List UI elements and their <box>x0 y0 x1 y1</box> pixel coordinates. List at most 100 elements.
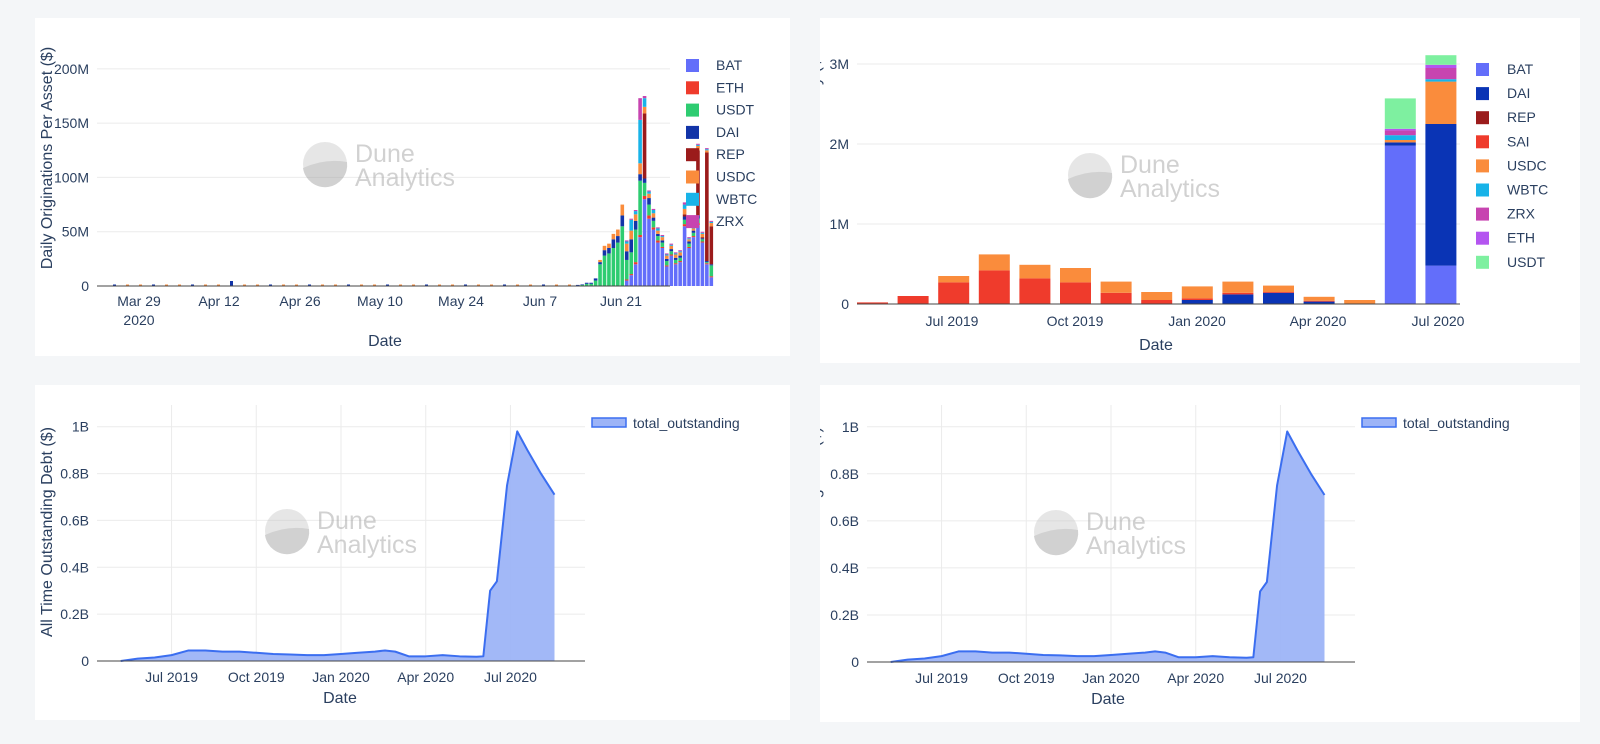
bar-usdc[interactable] <box>620 204 625 216</box>
bar-bat[interactable] <box>1425 265 1457 304</box>
bar-bat[interactable] <box>629 275 633 286</box>
bar-usdt[interactable] <box>607 253 611 286</box>
bar-usdc[interactable] <box>602 245 607 251</box>
bar-bat[interactable] <box>665 266 669 286</box>
bar-usdc[interactable] <box>1019 264 1051 279</box>
bar-wbtc[interactable] <box>665 254 669 256</box>
bar-usdt[interactable] <box>584 283 589 286</box>
bar-dai[interactable] <box>709 264 714 266</box>
bar-usdt[interactable] <box>624 259 629 280</box>
bar-usdc[interactable] <box>691 228 696 231</box>
bar-usdt[interactable] <box>598 264 602 286</box>
bar-usdc[interactable] <box>665 255 669 259</box>
bar-usdc[interactable] <box>696 145 700 151</box>
bar-usdt[interactable] <box>673 259 678 264</box>
bar-small[interactable] <box>308 284 311 287</box>
bar-small[interactable] <box>243 284 246 287</box>
bar-dai[interactable] <box>651 217 656 221</box>
bar-eth[interactable] <box>687 246 691 248</box>
bar-small[interactable] <box>373 284 376 287</box>
bar-bat[interactable] <box>669 255 674 286</box>
bar-usdc[interactable] <box>638 163 642 175</box>
bar-usdt[interactable] <box>593 280 598 286</box>
bar-usdc[interactable] <box>705 150 709 153</box>
bar-zrx[interactable] <box>660 234 665 237</box>
bar-dai[interactable] <box>1384 142 1416 146</box>
bar-eth[interactable] <box>709 276 714 278</box>
bar-zrx[interactable] <box>642 96 647 99</box>
series-line-total-outstanding[interactable] <box>890 430 1326 663</box>
bar-eth[interactable] <box>705 263 709 265</box>
bar-usdc[interactable] <box>1141 292 1173 300</box>
bar-eth[interactable] <box>660 246 665 248</box>
bar-wbtc[interactable] <box>656 228 660 231</box>
bar-small[interactable] <box>386 284 389 287</box>
bar-usdt[interactable] <box>589 283 593 286</box>
bar-zrx[interactable] <box>665 253 669 255</box>
bar-small[interactable] <box>282 284 285 287</box>
legend-label-wbtc[interactable]: WBTC <box>716 191 757 207</box>
bar-zrx[interactable] <box>678 250 682 252</box>
bar-usdc[interactable] <box>647 193 651 199</box>
bar-usdc[interactable] <box>1100 281 1132 293</box>
bar-rep[interactable] <box>700 237 705 239</box>
bar-wbtc[interactable] <box>678 251 682 253</box>
legend-label-total-outstanding[interactable]: total_outstanding <box>1403 415 1510 431</box>
bar-bat[interactable] <box>651 229 656 286</box>
bar-dai[interactable] <box>705 261 709 263</box>
bar-bat[interactable] <box>647 218 651 286</box>
bar-usdc[interactable] <box>629 230 633 240</box>
bar-small[interactable] <box>191 284 194 287</box>
legend-label-total-outstanding[interactable]: total_outstanding <box>633 415 740 431</box>
bar-zrx[interactable] <box>1425 68 1457 80</box>
bar-small[interactable] <box>529 284 532 287</box>
legend-label-sai[interactable]: SAI <box>1507 133 1530 149</box>
legend-swatch-total-outstanding[interactable] <box>1361 417 1397 428</box>
bar-dai[interactable] <box>638 174 642 181</box>
bar-bat[interactable] <box>660 248 665 286</box>
bar-usdc[interactable] <box>624 243 629 252</box>
bar-usdc[interactable] <box>1060 268 1091 283</box>
bar-usdc[interactable] <box>1222 281 1254 293</box>
bar-usdt[interactable] <box>620 226 625 286</box>
legend-label-usdc[interactable]: USDC <box>1507 157 1547 173</box>
bar-eth[interactable] <box>691 236 696 238</box>
legend-label-dai[interactable]: DAI <box>716 124 739 140</box>
bar-dai[interactable] <box>616 236 620 243</box>
bar-wbtc[interactable] <box>647 191 651 194</box>
bar-dai[interactable] <box>633 220 638 230</box>
legend-swatch-dai[interactable] <box>686 125 699 139</box>
bar-usdc[interactable] <box>1263 285 1294 292</box>
legend-swatch-usdt[interactable] <box>686 103 699 117</box>
bar-wbtc[interactable] <box>687 238 691 240</box>
bar-zrx[interactable] <box>669 243 674 245</box>
bar-usdc[interactable] <box>938 276 970 283</box>
bar-usdt[interactable] <box>602 255 607 286</box>
bar-sai[interactable] <box>1222 292 1254 295</box>
bar-zrx[interactable] <box>709 220 714 222</box>
legend-swatch-wbtc[interactable] <box>1476 183 1489 197</box>
bar-usdt[interactable] <box>687 243 691 247</box>
bar-small[interactable] <box>204 284 207 287</box>
legend-swatch-eth[interactable] <box>1476 231 1489 245</box>
bar-small[interactable] <box>503 284 506 287</box>
bar-small[interactable] <box>464 284 467 287</box>
bar-bat[interactable] <box>656 242 660 286</box>
bar-sai[interactable] <box>1141 300 1173 304</box>
bar-eth[interactable] <box>647 215 651 219</box>
bar-dai[interactable] <box>589 282 593 284</box>
bar-usdt[interactable] <box>651 220 656 228</box>
bar-usdt[interactable] <box>656 236 660 241</box>
bar-wbtc[interactable] <box>705 149 709 151</box>
bar-small[interactable] <box>490 284 493 287</box>
bar-rep[interactable] <box>682 214 687 217</box>
bar-dai[interactable] <box>1222 294 1254 304</box>
bar-dai[interactable] <box>673 257 678 260</box>
bar-small[interactable] <box>334 284 337 287</box>
bar-wbtc[interactable] <box>700 232 705 234</box>
bar-dai[interactable] <box>611 239 616 248</box>
bar-small[interactable] <box>321 284 324 287</box>
legend-swatch-rep[interactable] <box>686 148 699 162</box>
bar-zrx[interactable] <box>1384 130 1416 136</box>
bar-small[interactable] <box>165 284 168 287</box>
